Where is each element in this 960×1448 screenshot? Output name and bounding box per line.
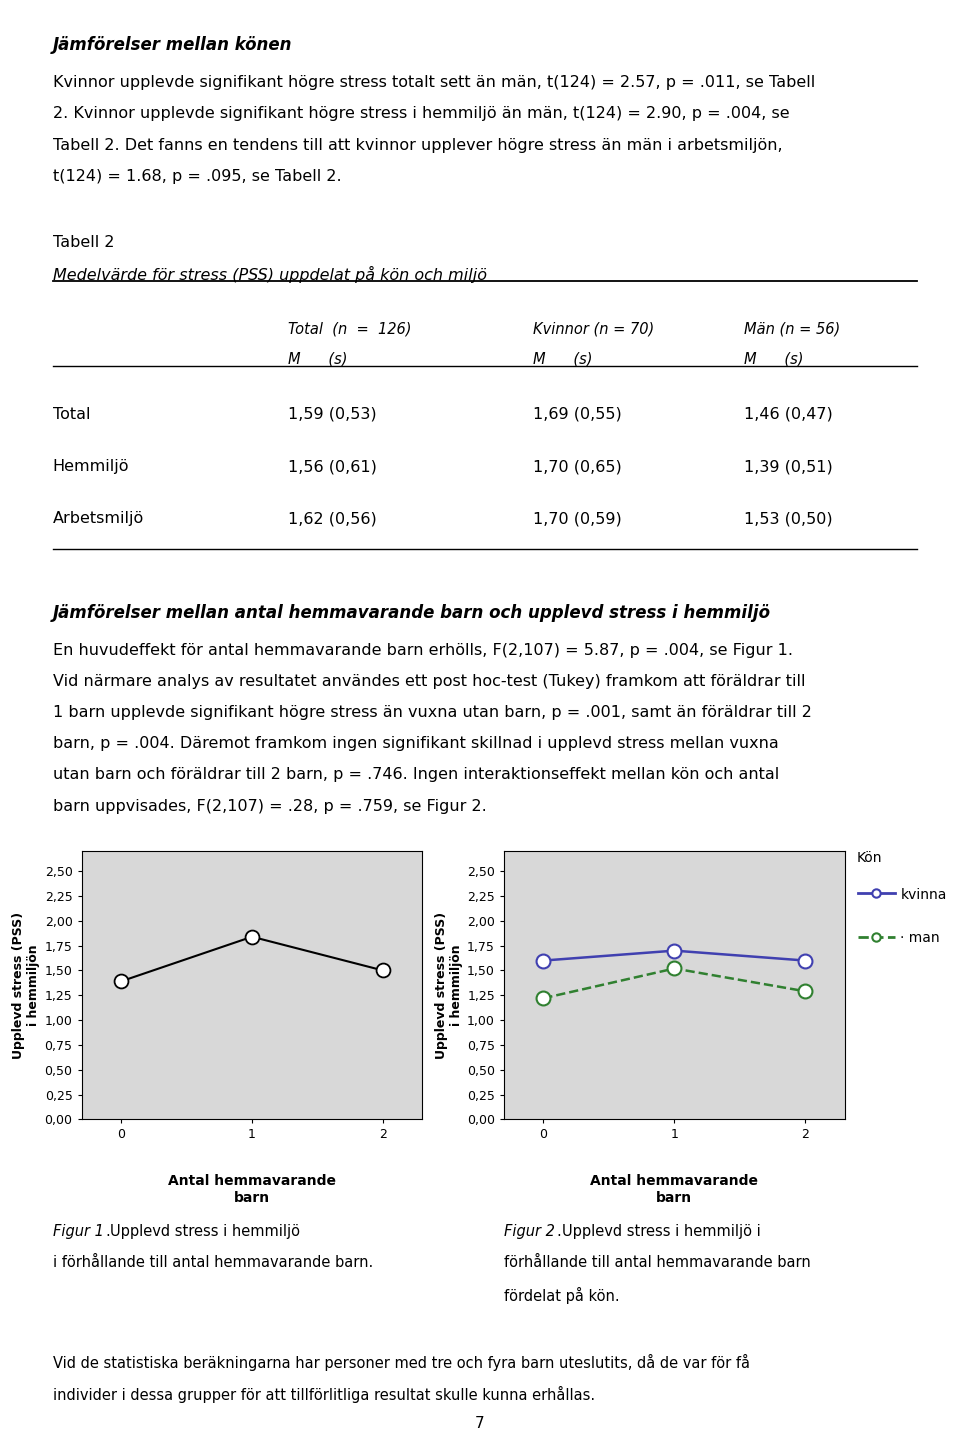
Text: kvinna: kvinna (900, 888, 947, 902)
Text: Figur 2: Figur 2 (504, 1224, 555, 1238)
Text: .: . (106, 1224, 110, 1238)
Text: 1,39 (0,51): 1,39 (0,51) (744, 459, 832, 473)
Text: 1 barn upplevde signifikant högre stress än vuxna utan barn, p = .001, samt än f: 1 barn upplevde signifikant högre stress… (53, 705, 811, 720)
Text: 1,69 (0,55): 1,69 (0,55) (533, 407, 621, 421)
Text: 1,70 (0,65): 1,70 (0,65) (533, 459, 621, 473)
Text: 1,70 (0,59): 1,70 (0,59) (533, 511, 621, 526)
Text: .: . (557, 1224, 562, 1238)
Text: Kön: Kön (856, 851, 882, 866)
Text: förhållande till antal hemmavarande barn: förhållande till antal hemmavarande barn (504, 1255, 811, 1270)
Text: 1,56 (0,61): 1,56 (0,61) (288, 459, 377, 473)
Text: Kvinnor (n = 70): Kvinnor (n = 70) (533, 321, 654, 336)
Text: Kvinnor upplevde signifikant högre stress totalt sett än män, t(124) = 2.57, p =: Kvinnor upplevde signifikant högre stres… (53, 75, 815, 90)
Text: 2. Kvinnor upplevde signifikant högre stress i hemmiljö än män, t(124) = 2.90, p: 2. Kvinnor upplevde signifikant högre st… (53, 107, 789, 122)
Text: i förhållande till antal hemmavarande barn.: i förhållande till antal hemmavarande ba… (53, 1255, 373, 1270)
Text: Vid de statistiska beräkningarna har personer med tre och fyra barn uteslutits, : Vid de statistiska beräkningarna har per… (53, 1354, 750, 1371)
Text: Vid närmare analys av resultatet användes ett post hoc-test (Tukey) framkom att : Vid närmare analys av resultatet använde… (53, 675, 805, 689)
Text: Jämförelser mellan antal hemmavarande barn och upplevd stress i hemmiljö: Jämförelser mellan antal hemmavarande ba… (53, 604, 771, 621)
Text: M      (s): M (s) (288, 352, 348, 366)
Text: Total  (n  =  126): Total (n = 126) (288, 321, 412, 336)
Text: Upplevd stress i hemmiljö i: Upplevd stress i hemmiljö i (562, 1224, 760, 1238)
Text: M      (s): M (s) (533, 352, 592, 366)
Text: utan barn och föräldrar till 2 barn, p = .746. Ingen interaktionseffekt mellan k: utan barn och föräldrar till 2 barn, p =… (53, 767, 780, 782)
Text: fördelat på kön.: fördelat på kön. (504, 1287, 619, 1305)
Text: En huvudeffekt för antal hemmavarande barn erhölls, F(2,107) = 5.87, p = .004, s: En huvudeffekt för antal hemmavarande ba… (53, 643, 793, 657)
Text: Antal hemmavarande
barn: Antal hemmavarande barn (168, 1174, 336, 1205)
Y-axis label: Upplevd stress (PSS)
i hemmiljön: Upplevd stress (PSS) i hemmiljön (12, 912, 40, 1058)
Text: Figur 1: Figur 1 (53, 1224, 104, 1238)
Text: individer i dessa grupper för att tillförlitliga resultat skulle kunna erhållas.: individer i dessa grupper för att tillfö… (53, 1386, 595, 1403)
Text: Jämförelser mellan könen: Jämförelser mellan könen (53, 36, 292, 54)
Text: 1,62 (0,56): 1,62 (0,56) (288, 511, 376, 526)
Text: Antal hemmavarande
barn: Antal hemmavarande barn (590, 1174, 758, 1205)
Text: M      (s): M (s) (744, 352, 804, 366)
Text: barn uppvisades, F(2,107) = .28, p = .759, se Figur 2.: barn uppvisades, F(2,107) = .28, p = .75… (53, 799, 487, 814)
Text: Tabell 2: Tabell 2 (53, 235, 114, 249)
Text: Upplevd stress i hemmiljö: Upplevd stress i hemmiljö (110, 1224, 300, 1238)
Text: Män (n = 56): Män (n = 56) (744, 321, 840, 336)
Text: 1,53 (0,50): 1,53 (0,50) (744, 511, 832, 526)
Text: · man: · man (900, 931, 940, 946)
Text: Tabell 2. Det fanns en tendens till att kvinnor upplever högre stress än män i a: Tabell 2. Det fanns en tendens till att … (53, 138, 782, 152)
Text: Total: Total (53, 407, 90, 421)
Text: 7: 7 (475, 1416, 485, 1431)
Text: barn, p = .004. Däremot framkom ingen signifikant skillnad i upplevd stress mell: barn, p = .004. Däremot framkom ingen si… (53, 737, 779, 752)
Text: Medelvärde för stress (PSS) uppdelat på kön och miljö: Medelvärde för stress (PSS) uppdelat på … (53, 266, 487, 284)
Y-axis label: Upplevd stress (PSS)
i hemmiljön: Upplevd stress (PSS) i hemmiljön (435, 912, 463, 1058)
Text: 1,59 (0,53): 1,59 (0,53) (288, 407, 376, 421)
Text: Hemmiljö: Hemmiljö (53, 459, 130, 473)
Text: 1,46 (0,47): 1,46 (0,47) (744, 407, 832, 421)
Text: Arbetsmiljö: Arbetsmiljö (53, 511, 144, 526)
Text: t(124) = 1.68, p = .095, se Tabell 2.: t(124) = 1.68, p = .095, se Tabell 2. (53, 169, 342, 184)
